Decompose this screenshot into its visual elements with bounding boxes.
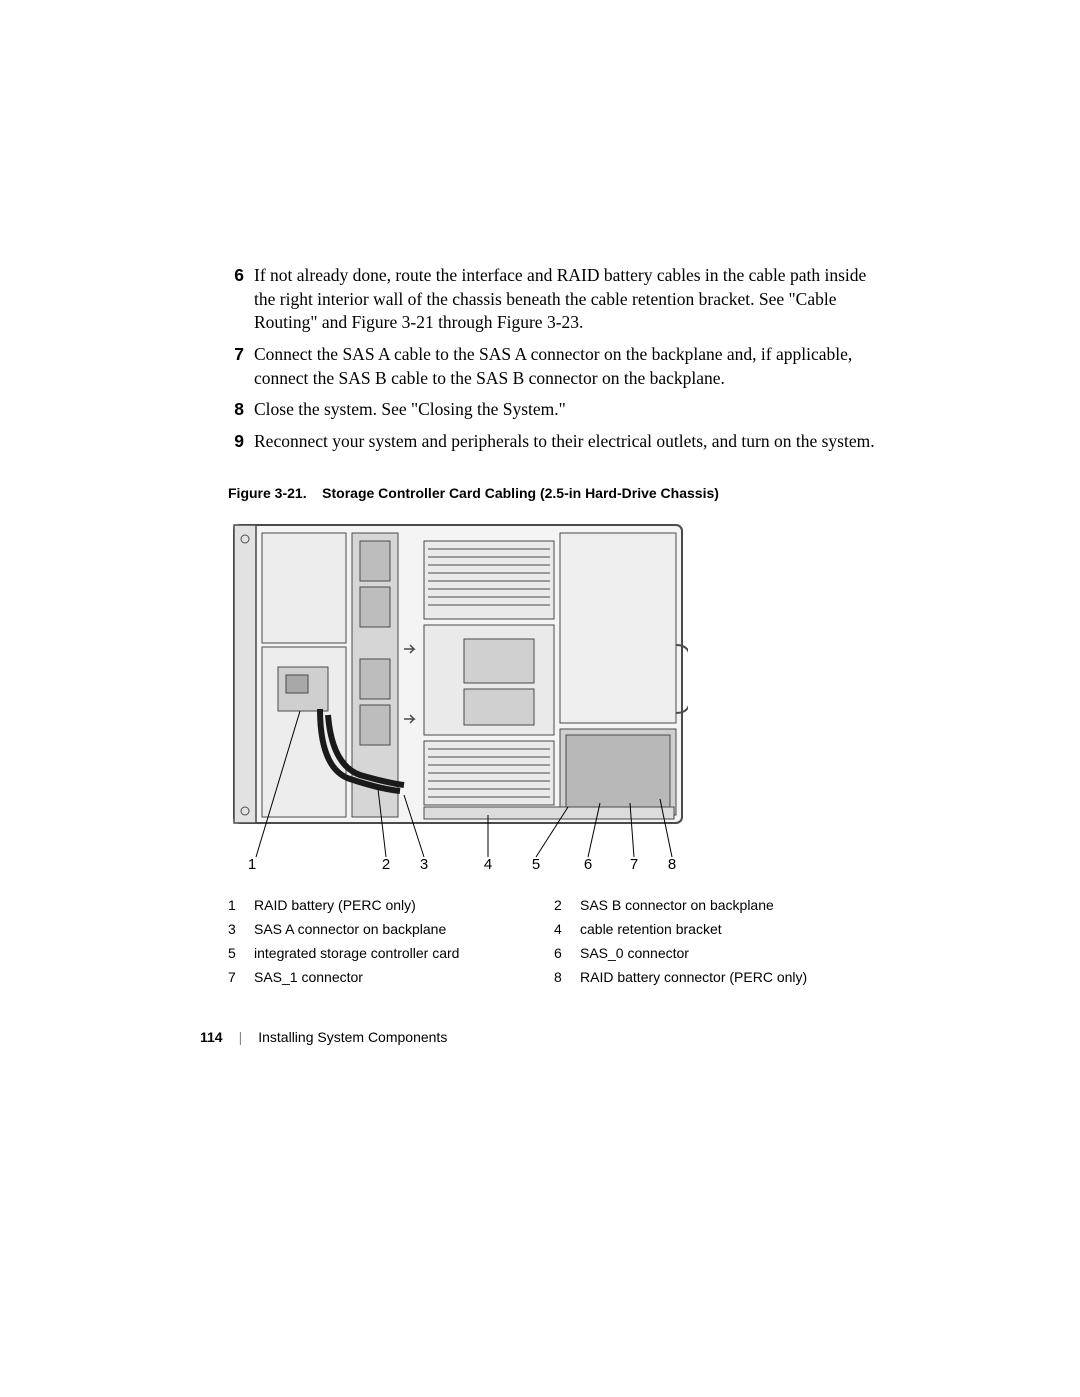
legend-label: RAID battery connector (PERC only) [580,969,880,985]
step-number: 7 [228,343,254,390]
legend-row: 1 RAID battery (PERC only) 2 SAS B conne… [228,897,880,913]
step-6: 6 If not already done, route the interfa… [228,264,880,335]
legend-row: 5 integrated storage controller card 6 S… [228,945,880,961]
legend-item-7: 7 SAS_1 connector [228,969,554,985]
legend-item-2: 2 SAS B connector on backplane [554,897,880,913]
step-number: 9 [228,430,254,454]
legend-label: cable retention bracket [580,921,880,937]
callout-3: 3 [420,856,428,869]
step-7: 7 Connect the SAS A cable to the SAS A c… [228,343,880,390]
legend-num: 5 [228,945,254,961]
legend-label: integrated storage controller card [254,945,554,961]
step-number: 6 [228,264,254,335]
legend-num: 1 [228,897,254,913]
figure-diagram: 1 2 3 4 5 6 7 8 [228,519,688,869]
footer-divider: | [239,1029,243,1045]
document-page: 6 If not already done, route the interfa… [0,0,1080,1397]
figure-caption-prefix: Figure 3-21. [228,485,307,501]
legend-item-1: 1 RAID battery (PERC only) [228,897,554,913]
legend-num: 6 [554,945,580,961]
callout-2: 2 [382,856,390,869]
callout-4: 4 [484,856,492,869]
legend-row: 7 SAS_1 connector 8 RAID battery connect… [228,969,880,985]
legend-num: 2 [554,897,580,913]
instruction-steps: 6 If not already done, route the interfa… [228,264,880,453]
legend-item-5: 5 integrated storage controller card [228,945,554,961]
callout-7: 7 [630,856,638,869]
legend-label: RAID battery (PERC only) [254,897,554,913]
legend-item-6: 6 SAS_0 connector [554,945,880,961]
step-number: 8 [228,398,254,422]
legend-num: 3 [228,921,254,937]
legend-label: SAS_0 connector [580,945,880,961]
page-number: 114 [200,1029,223,1045]
legend-label: SAS A connector on backplane [254,921,554,937]
step-text: Reconnect your system and peripherals to… [254,430,880,454]
step-text: Close the system. See "Closing the Syste… [254,398,880,422]
step-text: Connect the SAS A cable to the SAS A con… [254,343,880,390]
callout-1: 1 [248,856,256,869]
figure-legend: 1 RAID battery (PERC only) 2 SAS B conne… [228,897,880,985]
figure-caption: Figure 3-21. Storage Controller Card Cab… [228,485,880,501]
callout-6: 6 [584,856,592,869]
legend-item-3: 3 SAS A connector on backplane [228,921,554,937]
step-9: 9 Reconnect your system and peripherals … [228,430,880,454]
section-title: Installing System Components [258,1029,447,1045]
legend-label: SAS B connector on backplane [580,897,880,913]
figure-caption-title: Storage Controller Card Cabling (2.5-in … [322,485,719,501]
legend-item-4: 4 cable retention bracket [554,921,880,937]
legend-num: 7 [228,969,254,985]
legend-label: SAS_1 connector [254,969,554,985]
chassis-svg: 1 2 3 4 5 6 7 8 [228,519,688,869]
page-footer: 114 | Installing System Components [200,1029,447,1045]
callout-8: 8 [668,856,676,869]
step-8: 8 Close the system. See "Closing the Sys… [228,398,880,422]
legend-num: 8 [554,969,580,985]
step-text: If not already done, route the interface… [254,264,880,335]
legend-row: 3 SAS A connector on backplane 4 cable r… [228,921,880,937]
callout-5: 5 [532,856,540,869]
legend-num: 4 [554,921,580,937]
legend-item-8: 8 RAID battery connector (PERC only) [554,969,880,985]
